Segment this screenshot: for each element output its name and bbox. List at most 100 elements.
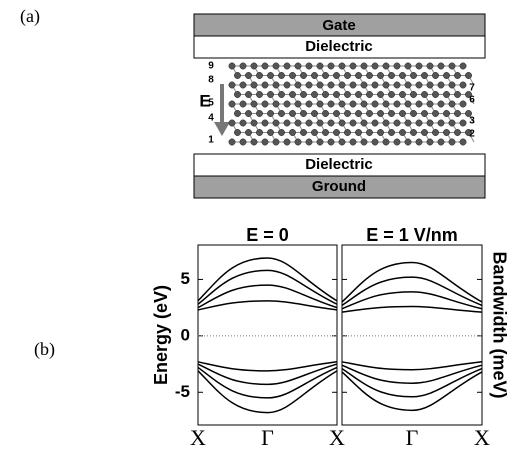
atom — [405, 139, 411, 145]
atom — [300, 110, 306, 116]
atom — [333, 91, 339, 97]
atom — [454, 110, 460, 116]
atom — [311, 91, 317, 97]
atom — [399, 110, 405, 116]
atom — [278, 72, 284, 78]
atom — [256, 72, 262, 78]
atom — [350, 120, 356, 126]
atom — [427, 82, 433, 88]
atom — [322, 72, 328, 78]
atom — [355, 129, 361, 135]
atom — [377, 129, 383, 135]
atom — [438, 139, 444, 145]
atom — [394, 120, 400, 126]
atom — [339, 63, 345, 69]
atom — [229, 63, 235, 69]
layer-label: Gate — [322, 17, 355, 34]
atom — [449, 63, 455, 69]
atom — [256, 110, 262, 116]
atom — [361, 82, 367, 88]
atom — [383, 63, 389, 69]
band-line — [198, 367, 337, 397]
y-tick-label: 0 — [181, 325, 190, 344]
atom — [366, 91, 372, 97]
band-line — [198, 362, 337, 371]
atom — [438, 120, 444, 126]
atom — [284, 139, 290, 145]
atom — [405, 82, 411, 88]
atom — [372, 63, 378, 69]
molecule — [229, 63, 474, 145]
atom — [421, 72, 427, 78]
atom — [355, 110, 361, 116]
atom — [438, 101, 444, 107]
atom — [284, 63, 290, 69]
atom — [251, 101, 257, 107]
atom — [416, 101, 422, 107]
atom — [229, 101, 235, 107]
figure: (a) (b) Gate Dielectric Dielectric Groun… — [0, 0, 519, 451]
atom — [278, 91, 284, 97]
atom — [245, 110, 251, 116]
field-arrowhead — [214, 122, 230, 136]
atom — [416, 120, 422, 126]
atom — [443, 129, 449, 135]
panel-title: E = 0 — [246, 225, 289, 245]
atom — [454, 91, 460, 97]
atom — [234, 91, 240, 97]
atom — [234, 110, 240, 116]
atom — [234, 129, 240, 135]
atom — [300, 91, 306, 97]
atom — [295, 82, 301, 88]
atom — [432, 72, 438, 78]
atom — [256, 129, 262, 135]
atom — [300, 129, 306, 135]
atom — [317, 101, 323, 107]
atom — [432, 110, 438, 116]
atom — [438, 63, 444, 69]
atom — [251, 82, 257, 88]
atom — [317, 139, 323, 145]
atom — [460, 63, 466, 69]
atom — [256, 91, 262, 97]
layer-label: Ground — [312, 178, 366, 195]
atom — [388, 129, 394, 135]
atom — [460, 139, 466, 145]
y-axis-label: Energy (eV) — [151, 285, 171, 385]
atom — [443, 72, 449, 78]
atom — [372, 120, 378, 126]
band-line — [342, 365, 482, 383]
atom — [306, 63, 312, 69]
atom — [245, 72, 251, 78]
atom — [350, 139, 356, 145]
x-tick-label: X — [190, 425, 206, 450]
atom — [344, 72, 350, 78]
atom — [394, 101, 400, 107]
atom — [339, 120, 345, 126]
atom — [449, 101, 455, 107]
atom — [355, 91, 361, 97]
x-tick-label: X — [474, 425, 490, 450]
atom — [449, 120, 455, 126]
row-number: 2 — [469, 129, 475, 140]
layer-label: Dielectric — [305, 156, 373, 173]
atom — [273, 63, 279, 69]
atom — [454, 72, 460, 78]
atom — [317, 63, 323, 69]
atom — [465, 72, 471, 78]
band-line — [198, 285, 337, 308]
atom — [289, 110, 295, 116]
atom — [333, 110, 339, 116]
atom — [399, 129, 405, 135]
atom — [284, 82, 290, 88]
atom — [328, 139, 334, 145]
atom — [427, 63, 433, 69]
atom — [438, 82, 444, 88]
atom — [432, 129, 438, 135]
band-line — [198, 270, 337, 304]
atom — [229, 120, 235, 126]
atom — [416, 82, 422, 88]
atom — [289, 72, 295, 78]
atom — [234, 72, 240, 78]
atom — [388, 72, 394, 78]
